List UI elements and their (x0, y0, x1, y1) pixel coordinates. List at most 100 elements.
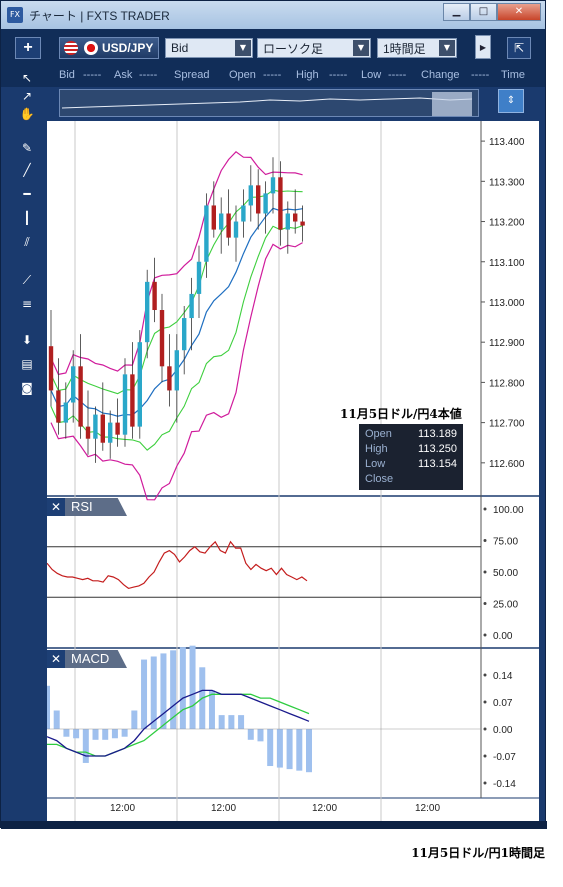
quote-label-time: Time (501, 69, 526, 81)
macd-histogram-bar (286, 729, 293, 770)
currency-pair-button[interactable]: USD/JPY (59, 37, 159, 59)
candle-body (256, 185, 261, 214)
time-tick-label: 12:00 (415, 803, 440, 814)
time-tick-label: 12:00 (312, 803, 337, 814)
macd-tick (483, 700, 487, 704)
candle-body (159, 310, 165, 367)
window-title: チャート | FXTS TRADER (29, 8, 170, 23)
macd-tick (483, 754, 487, 758)
ohlc-row-close: Close (365, 473, 394, 485)
candle-body (48, 346, 54, 391)
macd-histogram-bar (47, 685, 50, 729)
title-bar[interactable]: FX チャート | FXTS TRADER ▁ □ ✕ (1, 1, 545, 29)
detach-window-icon[interactable]: ⇱ (507, 37, 531, 59)
currency-pair-label: USD/JPY (102, 41, 154, 55)
candle-body (145, 281, 150, 343)
chart-area[interactable]: 113.400 113.300 113.200 113.100 113.000 112.9… (47, 121, 539, 821)
maximize-button[interactable]: □ (470, 3, 497, 21)
candle-body (241, 205, 246, 222)
add-chart-button[interactable]: + (15, 37, 41, 59)
price-tick-label: 112.700 (489, 419, 525, 430)
quote-label-spread: Spread (174, 69, 210, 81)
ohlc-row-high: High 113.250 (365, 443, 457, 455)
macd-histogram-bar (238, 715, 245, 729)
candle-body (270, 177, 276, 194)
candle-body (285, 213, 290, 230)
macd-histogram-bar (63, 729, 70, 737)
rsi-tick (483, 633, 487, 637)
macd-histogram-bar (306, 729, 312, 773)
macd-histogram-bar (111, 729, 118, 739)
parallel-lines-icon[interactable]: ⫽ (24, 235, 30, 249)
price-tick-label: 113.100 (489, 258, 525, 269)
candle-body (174, 350, 179, 391)
ohlc-tooltip: Open 113.189 High 113.250 Low 113.154 Close (359, 424, 463, 490)
scroll-right-arrow-icon[interactable]: ▶ (475, 35, 491, 59)
vertical-line-icon[interactable]: ┃ (23, 211, 31, 225)
timeframe-select[interactable]: 1時間足 ▼ (377, 38, 457, 58)
rsi-tick (483, 570, 487, 574)
candle-body (71, 366, 76, 403)
quote-label-bid: Bid (59, 69, 75, 81)
candle-body (63, 402, 68, 423)
candle-body (293, 213, 298, 222)
candle-body (130, 374, 135, 427)
candle-body (233, 221, 239, 238)
data-table-icon[interactable]: ▤ (21, 357, 33, 371)
macd-tick-label: 0.07 (493, 698, 513, 709)
macd-histogram-bar (131, 710, 138, 729)
horizontal-line-icon[interactable]: ━ (23, 187, 31, 201)
macd-histogram-bar (267, 729, 274, 767)
rsi-panel-header: ✕ RSI (47, 497, 127, 517)
candle-body (56, 390, 61, 423)
trend-line-icon[interactable]: ╱ (23, 163, 31, 177)
macd-histogram-bar (141, 659, 148, 729)
overview-navigator[interactable] (59, 89, 479, 117)
candle-body (278, 177, 283, 230)
download-arrow-icon[interactable]: ⬇ (21, 333, 33, 347)
close-button[interactable]: ✕ (497, 3, 541, 21)
fibonacci-fan-icon[interactable]: ⟋ (22, 273, 32, 287)
candle-body (182, 318, 187, 351)
macd-histogram-bar (218, 715, 225, 729)
camera-icon[interactable]: ◙ (21, 381, 33, 395)
quote-value-open: ----- (263, 69, 282, 81)
quote-value-bid: ----- (83, 69, 102, 81)
navigator-window[interactable] (432, 92, 472, 116)
time-tick-label: 12:00 (110, 803, 135, 814)
cursor-icon[interactable]: ↖ (21, 71, 33, 85)
jp-flag-icon (84, 41, 98, 55)
hand-pan-icon[interactable]: ✋ (19, 107, 35, 121)
macd-histogram-bar (276, 729, 283, 768)
minimize-button[interactable]: ▁ (443, 3, 470, 21)
candle-body (189, 293, 194, 319)
us-flag-icon (64, 41, 78, 55)
ohlc-row-open: Open 113.189 (365, 428, 457, 440)
rsi-tick-label: 100.00 (493, 505, 524, 516)
quote-label-change: Change (421, 69, 460, 81)
chart-canvas: 113.400 113.300 113.200 113.100 113.000 112.9… (47, 121, 539, 821)
quote-value-change: ----- (471, 69, 490, 81)
macd-histogram-bar (170, 650, 177, 729)
macd-histogram-bar (73, 729, 80, 739)
candle-body (85, 426, 91, 439)
pen-tool-icon[interactable]: ✎ (21, 141, 33, 155)
close-rsi-icon[interactable]: ✕ (47, 498, 65, 516)
fx-app-icon: FX (7, 7, 23, 23)
quote-label-open: Open (229, 69, 256, 81)
candle-body (263, 193, 268, 214)
macd-histogram-bar (189, 645, 196, 729)
macd-histogram-bar (92, 729, 99, 740)
close-macd-icon[interactable]: ✕ (47, 650, 65, 668)
zoom-fit-icon[interactable]: ⇕ (498, 89, 524, 113)
candle-body (137, 342, 142, 427)
chart-caption: 11月5日ドル/円1時間足 (411, 846, 545, 860)
price-type-select[interactable]: Bid ▼ (165, 38, 253, 58)
chart-type-select[interactable]: ローソク足 ▼ (257, 38, 371, 58)
crosshair-cursor-icon[interactable]: ↗ (21, 89, 33, 103)
candle-body (219, 213, 224, 230)
macd-tick-label: 0.14 (493, 671, 513, 682)
candle-body (211, 205, 216, 230)
fibonacci-retracement-icon[interactable]: ≡ (21, 297, 33, 311)
macd-histogram-bar (102, 729, 109, 740)
